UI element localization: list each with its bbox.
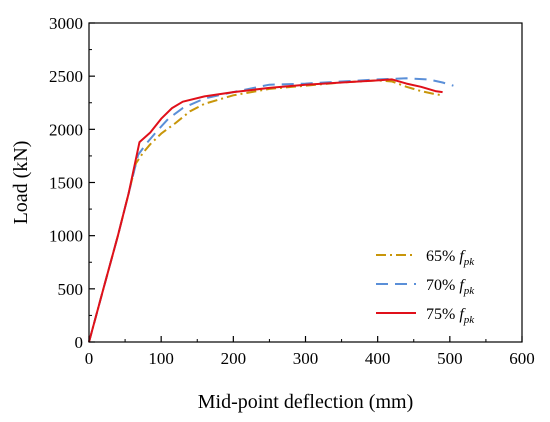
x-tick-label-3: 300 (293, 349, 319, 368)
y-tick-label-6: 3000 (49, 14, 83, 33)
plot-frame (88, 22, 523, 343)
x-tick-label-1: 100 (148, 349, 174, 368)
legend: 65% fpk 70% fpk 75% fpk (376, 248, 475, 326)
x-tick-label-2: 200 (221, 349, 247, 368)
x-axis-title: Mid-point deflection (mm) (198, 391, 414, 413)
series-line-2 (88, 77, 454, 343)
x-tick-label-5: 500 (437, 349, 463, 368)
y-tick-label-4: 2000 (49, 120, 83, 139)
y-tick-label-0: 0 (75, 333, 84, 352)
x-tick-label-6: 600 (509, 349, 535, 368)
y-tick-label-1: 500 (58, 280, 84, 299)
y-tick-label-2: 1000 (49, 227, 83, 246)
y-axis-title: Load (kN) (10, 141, 32, 225)
series-line-1 (88, 79, 443, 343)
legend-label-1: 65% fpk (426, 248, 475, 268)
x-tick-label-0: 0 (85, 349, 94, 368)
legend-label-2: 70% fpk (426, 277, 475, 297)
series-line-3 (88, 78, 443, 343)
y-tick-label-3: 1500 (49, 174, 83, 193)
y-tick-label-5: 2500 (49, 67, 83, 86)
x-tick-label-4: 400 (365, 349, 391, 368)
legend-label-3: 75% fpk (426, 306, 475, 326)
